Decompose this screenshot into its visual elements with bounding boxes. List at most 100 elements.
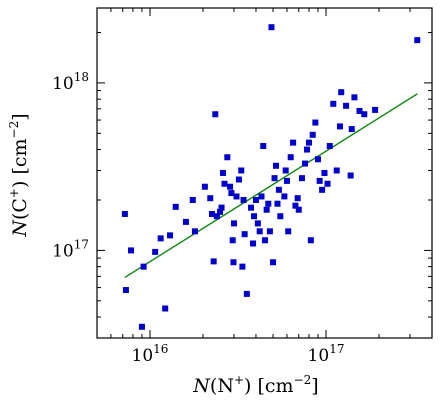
data-point-12 (191, 228, 198, 235)
data-point-42 (258, 193, 265, 200)
data-point-46 (265, 200, 272, 207)
data-point-55 (281, 193, 288, 200)
data-point-21 (220, 169, 227, 176)
data-point-30 (235, 176, 242, 183)
data-point-83 (348, 126, 355, 133)
data-point-59 (287, 154, 294, 161)
data-point-82 (347, 172, 354, 179)
data-point-5 (152, 248, 159, 255)
axis-ticks (96, 8, 433, 339)
data-point-18 (213, 213, 220, 220)
data-point-62 (294, 195, 301, 202)
data-point-17 (212, 111, 219, 118)
data-point-71 (314, 156, 321, 163)
data-point-32 (239, 263, 246, 270)
data-point-67 (305, 139, 312, 146)
data-point-76 (326, 143, 333, 150)
data-point-86 (361, 111, 368, 118)
data-point-22 (221, 180, 228, 187)
data-point-28 (230, 220, 237, 227)
data-point-74 (321, 169, 328, 176)
data-point-44 (261, 237, 268, 244)
data-point-39 (252, 196, 259, 203)
data-point-61 (292, 202, 299, 209)
data-point-3 (138, 323, 145, 330)
data-point-29 (233, 193, 240, 200)
data-point-36 (248, 204, 255, 211)
data-point-13 (201, 183, 208, 190)
data-point-34 (241, 231, 248, 238)
data-point-81 (343, 102, 350, 109)
data-point-0 (121, 210, 128, 217)
data-point-23 (224, 154, 231, 161)
data-point-69 (309, 131, 316, 138)
data-point-50 (271, 175, 278, 182)
data-point-25 (228, 190, 235, 197)
data-point-9 (172, 203, 179, 210)
data-point-40 (254, 220, 261, 227)
data-point-84 (351, 94, 358, 101)
data-point-19 (217, 208, 224, 215)
data-point-66 (304, 146, 311, 153)
data-point-53 (275, 186, 282, 193)
data-point-2 (127, 247, 134, 254)
data-point-4 (140, 263, 147, 270)
y-tick-label-18: 1018 (52, 70, 89, 94)
data-points (121, 24, 421, 330)
y-axis-label: N(C+) [cm−2] (7, 113, 31, 237)
data-point-56 (282, 167, 289, 174)
data-point-77 (330, 100, 337, 107)
data-point-20 (218, 204, 225, 211)
data-point-57 (283, 177, 290, 184)
data-point-26 (229, 237, 236, 244)
data-point-45 (263, 206, 270, 213)
data-point-8 (167, 232, 174, 239)
data-point-7 (162, 305, 169, 312)
data-point-43 (260, 143, 267, 150)
data-point-24 (227, 183, 234, 190)
tick-labels: 1016 1017 1017 1018 (52, 70, 344, 366)
x-tick-label-17: 1017 (308, 342, 345, 366)
data-point-33 (240, 196, 247, 203)
data-point-1 (122, 287, 129, 294)
data-point-6 (157, 235, 164, 242)
data-point-70 (312, 119, 319, 126)
data-point-58 (285, 228, 292, 235)
data-point-63 (295, 206, 302, 213)
data-point-88 (414, 37, 421, 44)
x-tick-label-16: 1016 (132, 342, 169, 366)
data-point-31 (238, 167, 245, 174)
y-tick-label-17: 1017 (52, 237, 89, 261)
data-point-72 (316, 177, 323, 184)
data-point-15 (208, 210, 215, 217)
data-point-16 (210, 258, 217, 265)
data-point-78 (333, 167, 340, 174)
data-point-52 (274, 200, 281, 207)
data-point-41 (256, 228, 263, 235)
data-point-37 (250, 240, 257, 247)
data-point-48 (268, 24, 275, 31)
data-point-87 (372, 106, 379, 113)
x-axis-label: N(N+) [cm−2] (192, 373, 318, 397)
data-point-10 (182, 218, 189, 225)
data-point-14 (207, 195, 214, 202)
data-point-47 (266, 228, 273, 235)
data-point-64 (298, 175, 305, 182)
data-point-79 (336, 123, 343, 130)
data-point-51 (273, 162, 280, 169)
data-point-85 (356, 107, 363, 114)
data-point-11 (189, 196, 196, 203)
data-point-54 (277, 213, 284, 220)
data-point-73 (319, 186, 326, 193)
data-point-27 (230, 259, 237, 266)
data-point-49 (270, 259, 277, 266)
data-point-80 (338, 89, 345, 96)
data-point-60 (290, 139, 297, 146)
data-point-68 (307, 237, 314, 244)
plot-frame (96, 7, 433, 339)
data-point-35 (243, 290, 250, 297)
data-point-65 (302, 160, 309, 167)
data-point-38 (251, 213, 258, 220)
fit-line (124, 93, 418, 279)
